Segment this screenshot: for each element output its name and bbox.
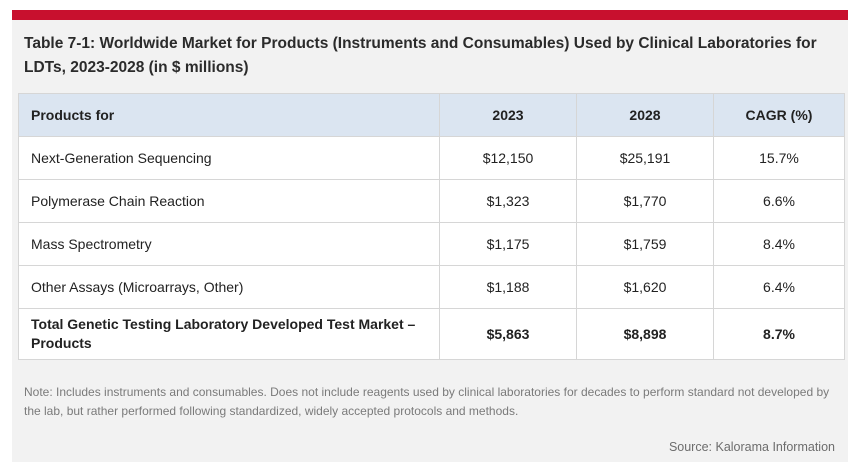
table-row: Mass Spectrometry $1,175 $1,759 8.4% (18, 222, 845, 266)
total-label-cell: Total Genetic Testing Laboratory Develop… (18, 308, 440, 360)
value-2028-cell: $1,620 (576, 265, 714, 309)
value-2028-cell: $1,759 (576, 222, 714, 266)
value-2023-cell: $1,188 (439, 265, 577, 309)
product-cell: Mass Spectrometry (18, 222, 440, 266)
market-table: Products for 2023 2028 CAGR (%) Next-Gen… (18, 93, 845, 360)
cagr-cell: 15.7% (713, 136, 845, 180)
table-row: Other Assays (Microarrays, Other) $1,188… (18, 265, 845, 309)
column-header-2023: 2023 (439, 93, 577, 137)
source-credit: Source: Kalorama Information (668, 440, 835, 454)
column-header-product: Products for (18, 93, 440, 137)
value-2028-cell: $1,770 (576, 179, 714, 223)
cagr-cell: 8.4% (713, 222, 845, 266)
total-row: Total Genetic Testing Laboratory Develop… (18, 308, 845, 360)
total-2028-cell: $8,898 (576, 308, 714, 360)
cagr-cell: 6.4% (713, 265, 845, 309)
value-2028-cell: $25,191 (576, 136, 714, 180)
column-header-cagr: CAGR (%) (713, 93, 845, 137)
product-cell: Next-Generation Sequencing (18, 136, 440, 180)
accent-bar (12, 10, 848, 20)
product-cell: Polymerase Chain Reaction (18, 179, 440, 223)
value-2023-cell: $1,175 (439, 222, 577, 266)
product-cell: Other Assays (Microarrays, Other) (18, 265, 440, 309)
table-header-row: Products for 2023 2028 CAGR (%) (18, 93, 845, 137)
table-title: Table 7-1: Worldwide Market for Products… (24, 35, 817, 76)
value-2023-cell: $1,323 (439, 179, 577, 223)
table-row: Next-Generation Sequencing $12,150 $25,1… (18, 136, 845, 180)
table-note: Note: Includes instruments and consumabl… (24, 385, 830, 418)
total-2023-cell: $5,863 (439, 308, 577, 360)
table-row: Polymerase Chain Reaction $1,323 $1,770 … (18, 179, 845, 223)
value-2023-cell: $12,150 (439, 136, 577, 180)
total-cagr-cell: 8.7% (713, 308, 845, 360)
cagr-cell: 6.6% (713, 179, 845, 223)
column-header-2028: 2028 (576, 93, 714, 137)
